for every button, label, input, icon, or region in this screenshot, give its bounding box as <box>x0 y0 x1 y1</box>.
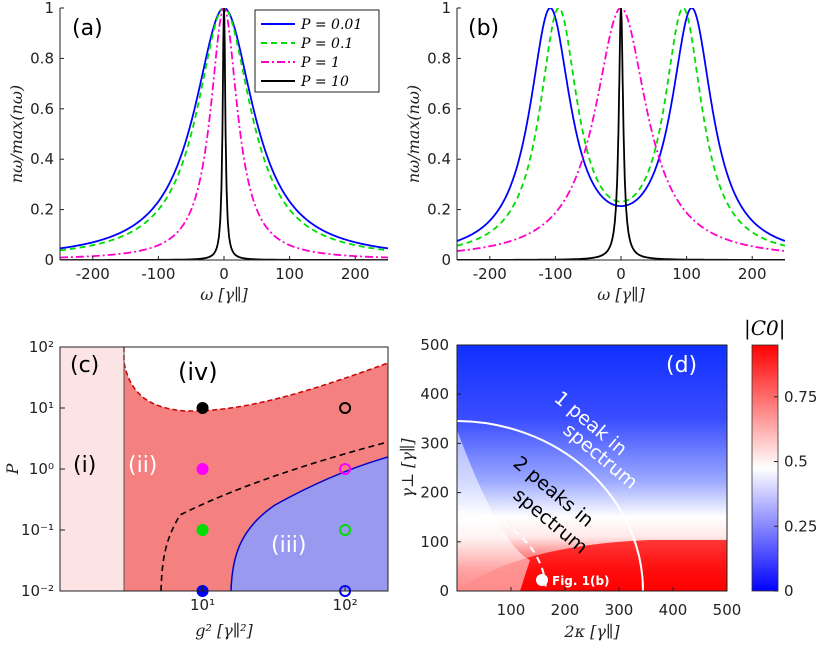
boundary-ii-dashed <box>160 441 388 591</box>
x-tick-label: 200 <box>551 601 580 619</box>
region-iv-fill <box>124 347 388 412</box>
x-tick-label: 500 <box>713 601 742 619</box>
y-tick-label: 200 <box>420 484 449 502</box>
series-line-b-0 <box>457 8 785 242</box>
boundary-one-two-peaks <box>457 420 644 591</box>
y-tick-label: 0.6 <box>427 100 451 118</box>
series-line-a-0 <box>60 8 388 250</box>
heatmap-red-band <box>457 540 727 591</box>
x-tick-label: 300 <box>605 601 634 619</box>
x-tick-label: 200 <box>341 265 370 283</box>
region-label-ii: (ii) <box>128 453 157 478</box>
region-label-iii: (iii) <box>271 533 307 558</box>
region-label-i: (i) <box>73 453 96 478</box>
x-tick-label: -200 <box>473 265 507 283</box>
panel-c <box>60 347 388 597</box>
series-line-a-2 <box>60 8 388 259</box>
y-tick-label: 1 <box>44 0 54 17</box>
y-axis-label: nω/max(nω) <box>404 85 423 183</box>
colorbar-tick-label: 0.25 <box>784 517 817 535</box>
region-label-iv: (iv) <box>178 358 218 386</box>
colorbar-title: |C0| <box>744 316 786 341</box>
y-tick-label: 0.6 <box>30 100 54 118</box>
y-tick-label: 0.2 <box>30 201 54 219</box>
heatmap-white-wedge <box>457 430 530 591</box>
legend-entry: P = 1 <box>300 55 340 71</box>
y-tick-label: 10⁻¹ <box>21 521 54 539</box>
panel-d: Fig. 1(b) 1 peak in spectrum 2 peaks in … <box>457 316 817 600</box>
phase-point-0 <box>196 402 209 414</box>
x-tick-label: 0 <box>616 265 626 283</box>
phase-point-2 <box>196 524 209 536</box>
y-tick-label: 300 <box>420 434 449 452</box>
y-tick-label: 0.4 <box>30 150 54 168</box>
x-axis-label: 2κ [γ∥] <box>563 622 620 641</box>
x-axis-label: ω [γ∥] <box>200 285 248 304</box>
colorbar <box>751 344 779 592</box>
y-tick-label: 10⁰ <box>29 460 54 478</box>
panel-label-d: (d) <box>666 353 697 378</box>
y-tick-label: 0 <box>439 582 449 600</box>
legend-entry: P = 0.01 <box>300 17 362 33</box>
x-tick-label: 100 <box>672 265 701 283</box>
colorbar-tick-label: 0.75 <box>784 388 817 406</box>
panel-label-a: (a) <box>72 16 103 41</box>
panel-b <box>457 8 785 260</box>
boundary-iii-line <box>230 456 388 591</box>
y-tick-label: 500 <box>420 336 449 354</box>
x-tick-label: 10¹ <box>190 596 215 614</box>
phase-point-5 <box>339 463 352 475</box>
region-iii-fill <box>231 457 388 591</box>
panel-label-c: (c) <box>70 353 99 378</box>
y-tick-label: 0.4 <box>427 150 451 168</box>
colorbar-tick-label: 0.5 <box>784 453 808 471</box>
boundary-inner-dashed <box>457 511 547 591</box>
series-line-b-3 <box>457 8 785 260</box>
y-tick-label: 10⁻² <box>21 582 54 600</box>
fig-1b-marker <box>536 574 548 586</box>
y-axis-label: P <box>3 463 22 475</box>
axis-box-d <box>456 344 728 592</box>
fig-1b-label: Fig. 1(b) <box>552 574 610 588</box>
x-tick-label: -100 <box>538 265 572 283</box>
series-line-b-2 <box>457 8 785 252</box>
series-line-b-1 <box>457 8 785 247</box>
x-tick-label: 0 <box>219 265 229 283</box>
x-tick-label: -200 <box>76 265 110 283</box>
panel-label-b: (b) <box>468 16 499 41</box>
y-tick-label: 1 <box>441 0 451 17</box>
x-axis-label: ω [γ∥] <box>597 285 645 304</box>
colorbar-tick-label: 0 <box>784 582 794 600</box>
x-tick-label: 400 <box>659 601 688 619</box>
legend-entry: P = 0.1 <box>300 36 353 52</box>
y-tick-label: 400 <box>420 385 449 403</box>
phase-point-1 <box>196 463 209 475</box>
x-axis-label: g² [γ∥²] <box>195 621 253 640</box>
y-tick-label: 0.8 <box>30 49 54 67</box>
plot-area <box>457 8 785 260</box>
x-tick-label: 100 <box>275 265 304 283</box>
y-tick-label: 10² <box>29 338 54 356</box>
y-tick-label: 100 <box>420 533 449 551</box>
series-line-a-1 <box>60 8 388 252</box>
y-tick-label: 0.8 <box>427 49 451 67</box>
phase-point-6 <box>339 524 352 536</box>
y-tick-label: 10¹ <box>29 399 54 417</box>
y-tick-label: 0.2 <box>427 201 451 219</box>
y-axis-label: nω/max(nω) <box>7 85 26 183</box>
x-tick-label: 100 <box>497 601 526 619</box>
y-tick-label: 0 <box>441 251 451 269</box>
boundary-iv-dashed <box>123 347 388 412</box>
x-tick-label: 10² <box>333 596 358 614</box>
y-tick-label: 0 <box>44 251 54 269</box>
legend-entry: P = 10 <box>300 74 349 90</box>
phase-point-4 <box>339 402 352 414</box>
y-axis-label: γ⊥ [γ∥] <box>398 438 417 498</box>
x-tick-label: 200 <box>738 265 767 283</box>
x-tick-label: -100 <box>141 265 175 283</box>
